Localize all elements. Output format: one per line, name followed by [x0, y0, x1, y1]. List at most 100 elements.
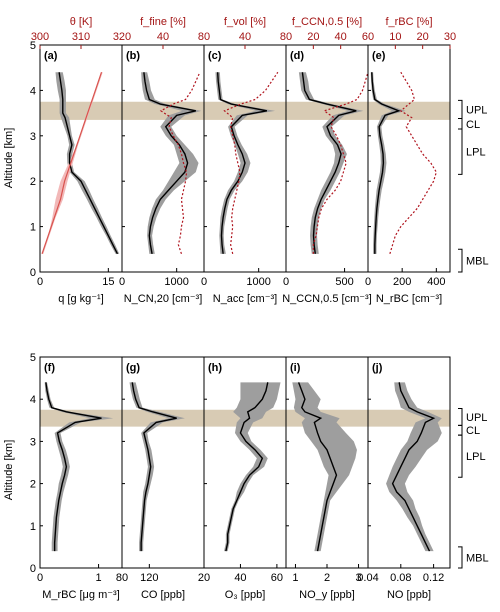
- panel-label: (e): [372, 50, 386, 62]
- variability-shade: [292, 382, 357, 552]
- panel-label: (b): [126, 50, 140, 62]
- mean-profile-line: [371, 72, 401, 254]
- panel-label: (d): [290, 50, 304, 62]
- variability-shade: [129, 382, 185, 552]
- y-tick-label: 5: [30, 40, 36, 52]
- y-axis-title: Altitude [km]: [3, 440, 15, 501]
- y-tick-label: 5: [30, 352, 36, 364]
- cloud-layer-band: [286, 101, 368, 120]
- y-axis-title-bottom: Altitude [km]: [3, 440, 15, 501]
- layer-bracket: [458, 424, 463, 436]
- fraction-profile-line: [223, 71, 279, 254]
- fraction-profile-line: [159, 71, 201, 255]
- top-axis-label: f_CCN,0.5 [%]: [292, 16, 362, 28]
- cloud-layer-band: [122, 409, 204, 427]
- x-axis-label: N_CCN,0.5 [cm⁻³]: [282, 293, 372, 305]
- x-tick-label: 1: [292, 572, 298, 584]
- y-axis-title: Altitude [km]: [3, 128, 15, 189]
- panel-c: (c) 0 1000 N_acc [cm⁻³] 40 80 f_vol [%]: [201, 16, 292, 305]
- layer-bracket: [458, 248, 463, 273]
- y-tick-label: 1: [30, 521, 36, 533]
- variability-shade: [224, 382, 281, 552]
- top-tick-label: 310: [72, 31, 90, 43]
- top-tick-label: 20: [307, 31, 319, 43]
- fraction-profile-line: [389, 71, 437, 255]
- y-tick-label: 3: [30, 436, 36, 448]
- x-tick-label: 0.08: [390, 572, 411, 584]
- panel-label: (a): [44, 50, 58, 62]
- y-tick-label: 0: [30, 563, 36, 575]
- x-tick-label: 0: [283, 276, 289, 288]
- top-tick-label: 80: [198, 31, 210, 43]
- variability-shade: [55, 72, 120, 254]
- x-tick-label: 15: [102, 276, 114, 288]
- panel-frame: [285, 44, 369, 273]
- layer-bracket: [458, 118, 463, 130]
- x-tick-label: 3: [355, 572, 361, 584]
- layer-label: CL: [466, 425, 480, 437]
- mean-profile-line: [143, 72, 196, 254]
- top-tick-label: 40: [335, 31, 347, 43]
- y-tick-label: 1: [30, 222, 36, 234]
- layer-label: MBL: [466, 256, 489, 268]
- x-tick-label: 0.12: [423, 572, 444, 584]
- panel-label: (c): [208, 50, 222, 62]
- x-tick-label: 0: [119, 276, 125, 288]
- panel-a: (a) 0 15 q [g kg⁻¹] 300 310 320 θ [K] 0 1 2 3 4 5: [30, 16, 131, 305]
- x-tick-label: 1000: [246, 276, 270, 288]
- layer-label: UPL: [466, 104, 487, 116]
- cloud-layer-band: [40, 101, 122, 120]
- panel-g: (g) 80 120 CO [ppb]: [116, 356, 205, 601]
- top-tick-label: 320: [113, 31, 131, 43]
- top-tick-label: 30: [444, 31, 456, 43]
- mean-profile-line: [131, 382, 177, 552]
- x-tick-label: 0: [37, 276, 43, 288]
- theta-profile-line: [41, 72, 103, 255]
- x-axis-label: N_acc [cm⁻³]: [213, 293, 277, 305]
- panel-j: (j) 0.04 0.08 0.12 NO [ppb]: [357, 356, 451, 601]
- cloud-layer-band: [204, 101, 286, 120]
- y-tick-label: 4: [30, 85, 36, 97]
- layer-bracket: [458, 128, 463, 175]
- top-tick-label: 80: [280, 31, 292, 43]
- y-tick-label: 2: [30, 479, 36, 491]
- top-tick-label: 300: [31, 31, 49, 43]
- y-tick-label: 2: [30, 176, 36, 188]
- mean-profile-line: [58, 72, 119, 255]
- panel-label: (h): [208, 362, 222, 374]
- panel-b: (b) 0 1000 N_CN,20 [cm⁻³] 40 80 f_fine [%]: [119, 16, 210, 305]
- x-tick-label: 1: [96, 572, 102, 584]
- x-axis-label: N_rBC [cm⁻³]: [376, 293, 442, 305]
- layer-bracket: [458, 546, 463, 569]
- x-tick-label: 2: [324, 572, 330, 584]
- top-axis-label: f_rBC [%]: [385, 16, 432, 28]
- x-tick-label: 200: [393, 276, 411, 288]
- top-tick-label: 10: [389, 31, 401, 43]
- x-tick-label: 0.04: [357, 572, 378, 584]
- x-tick-label: 500: [335, 276, 353, 288]
- x-tick-label: 0: [365, 276, 371, 288]
- x-tick-label: 1000: [164, 276, 188, 288]
- x-tick-label: 60: [271, 572, 283, 584]
- top-axis-label: f_fine [%]: [140, 16, 186, 28]
- x-axis-label: NO_y [ppb]: [299, 589, 355, 601]
- variability-shade: [44, 382, 114, 552]
- x-axis-label: O₃ [ppb]: [225, 589, 266, 601]
- variability-shade: [370, 72, 406, 254]
- panel-frame: [367, 356, 451, 569]
- y-tick-label: 3: [30, 131, 36, 143]
- top-axis-label: θ [K]: [70, 16, 93, 28]
- variability-shade: [386, 382, 442, 552]
- x-tick-label: 0: [37, 572, 43, 584]
- x-axis-label: M_rBC [μg m⁻³]: [42, 589, 120, 601]
- panel-d: (d) 0 500 N_CCN,0.5 [cm⁻³] 20 40 60f_CCN,0.5 […: [282, 16, 374, 305]
- top-tick-label: 40: [239, 31, 251, 43]
- x-axis-label: N_CN,20 [cm⁻³]: [124, 293, 203, 305]
- layer-label: UPL: [466, 412, 487, 424]
- x-tick-label: 0: [201, 276, 207, 288]
- panel-frame: [367, 44, 451, 273]
- layer-label: MBL: [466, 552, 489, 564]
- y-axis-title-top: Altitude [km]: [3, 128, 15, 189]
